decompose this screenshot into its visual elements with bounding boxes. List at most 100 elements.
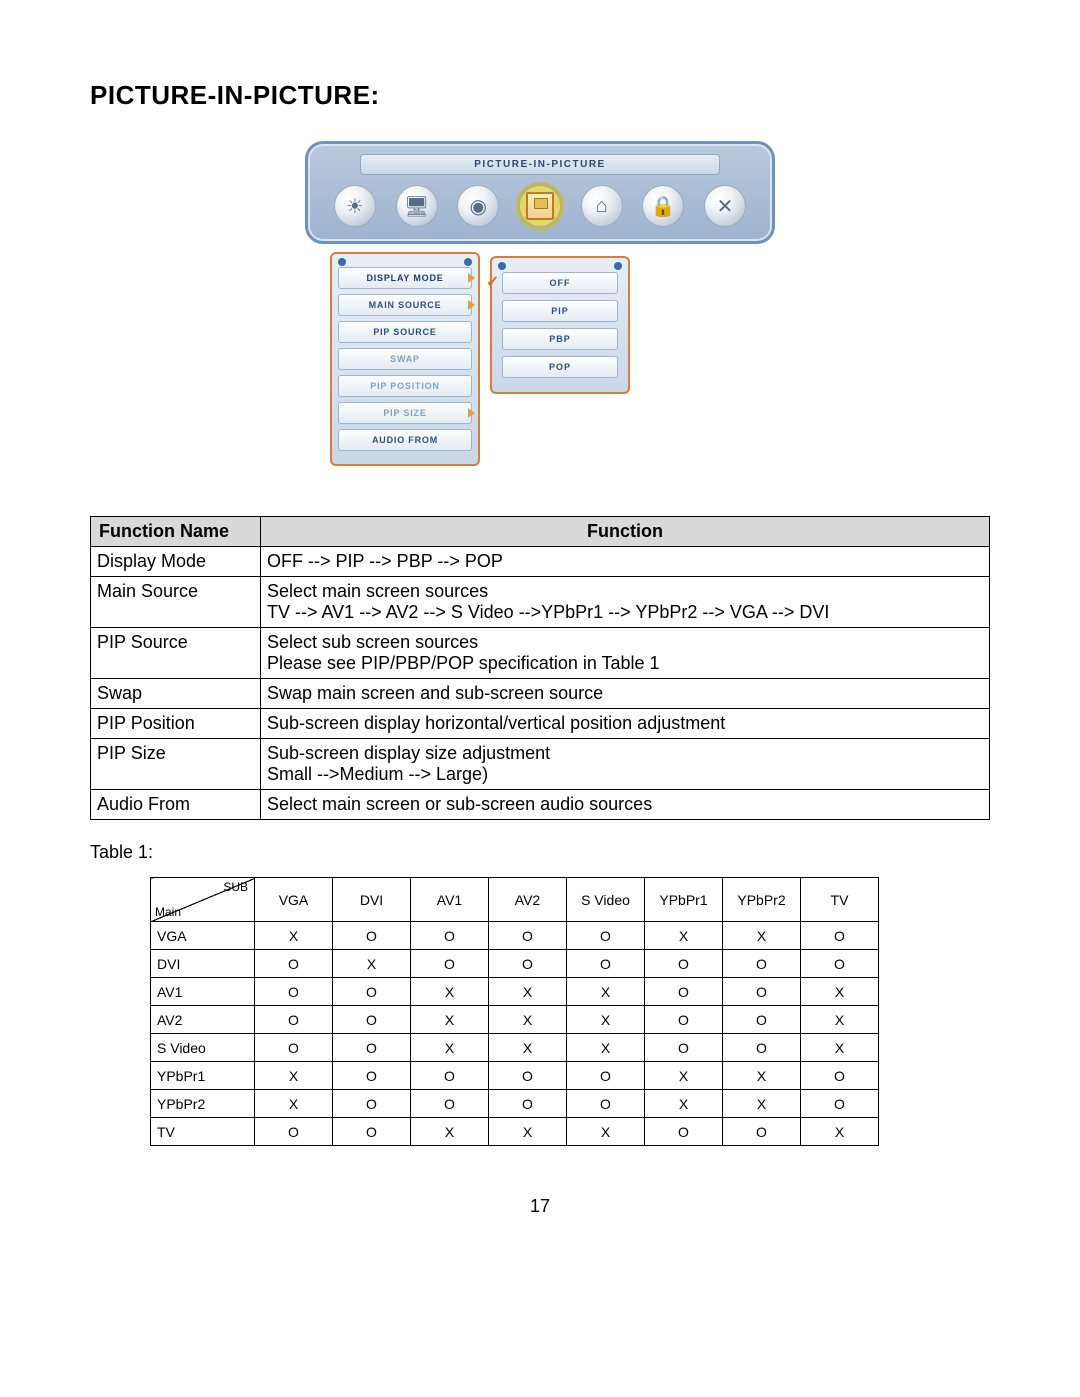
matrix-cell: O [255,1034,333,1062]
matrix-cell: O [411,1062,489,1090]
table-row: PIP SizeSub-screen display size adjustme… [91,739,990,790]
matrix-cell: O [489,950,567,978]
table-row: YPbPr1XOOOOXXO [151,1062,879,1090]
lock-icon[interactable]: 🔒 [642,185,684,227]
matrix-cell: X [801,1006,879,1034]
matrix-cell: O [723,950,801,978]
matrix-cell: X [801,1034,879,1062]
func-desc: Swap main screen and sub-screen source [261,679,990,709]
matrix-cell: O [723,978,801,1006]
matrix-cell: O [333,1034,411,1062]
osd-submenu-item[interactable]: OFF [502,272,618,294]
matrix-cell: O [333,1006,411,1034]
matrix-cell: O [333,922,411,950]
sun-icon[interactable]: ☀ [334,185,376,227]
matrix-cell: O [255,978,333,1006]
func-name: Audio From [91,790,261,820]
matrix-cell: X [567,1034,645,1062]
func-desc: Sub-screen display size adjustmentSmall … [261,739,990,790]
matrix-cell: X [333,950,411,978]
matrix-cell: X [255,1062,333,1090]
matrix-rowhead: AV2 [151,1006,255,1034]
osd-submenu-item[interactable]: PIP [502,300,618,322]
table-row: AV2OOXXXOOX [151,1006,879,1034]
osd-menu-item[interactable]: PIP SOURCE [338,321,472,343]
osd-menu-item[interactable]: AUDIO FROM [338,429,472,451]
osd-menu-item[interactable]: DISPLAY MODE [338,267,472,289]
matrix-cell: O [801,1062,879,1090]
matrix-cell: X [411,1118,489,1146]
matrix-cell: O [801,922,879,950]
matrix-cell: O [723,1006,801,1034]
matrix-cell: X [645,922,723,950]
matrix-col: AV1 [411,878,489,922]
func-header-name: Function Name [91,517,261,547]
matrix-cell: X [723,1090,801,1118]
matrix-cell: O [567,1062,645,1090]
matrix-cell: O [411,950,489,978]
osd-submenu-item[interactable]: POP [502,356,618,378]
matrix-col: YPbPr2 [723,878,801,922]
matrix-cell: O [801,950,879,978]
matrix-cell: O [255,950,333,978]
matrix-cell: O [333,1118,411,1146]
matrix-cell: X [645,1062,723,1090]
osd-top-panel: PICTURE-IN-PICTURE ☀🖥◉⌂🔒✕ [305,141,775,244]
table-row: TVOOXXXOOX [151,1118,879,1146]
table-row: VGAXOOOOXXO [151,922,879,950]
tv-icon[interactable]: ⌂ [581,185,623,227]
table-row: DVIOXOOOOOO [151,950,879,978]
osd-submenu-item[interactable]: PBP [502,328,618,350]
compat-matrix: SUBMainVGADVIAV1AV2S VideoYPbPr1YPbPr2TV… [150,877,879,1146]
func-desc: Sub-screen display horizontal/vertical p… [261,709,990,739]
matrix-cell: X [411,1034,489,1062]
matrix-cell: X [801,1118,879,1146]
matrix-cell: X [489,978,567,1006]
arrow-icon [468,273,475,283]
matrix-rowhead: TV [151,1118,255,1146]
osd-menu-item[interactable]: PIP POSITION [338,375,472,397]
func-header-desc: Function [261,517,990,547]
matrix-cell: X [567,1118,645,1146]
matrix-cell: O [333,1062,411,1090]
func-name: PIP Source [91,628,261,679]
matrix-rowhead: S Video [151,1034,255,1062]
matrix-cell: O [489,922,567,950]
func-desc: Select main screen or sub-screen audio s… [261,790,990,820]
osd-menu-item[interactable]: PIP SIZE [338,402,472,424]
page-number: 17 [90,1196,990,1217]
tools-icon[interactable]: ✕ [704,185,746,227]
matrix-cell: X [645,1090,723,1118]
matrix-col: VGA [255,878,333,922]
matrix-col: TV [801,878,879,922]
matrix-cell: X [411,978,489,1006]
monitor-icon[interactable]: 🖥 [396,185,438,227]
matrix-cell: O [489,1090,567,1118]
matrix-cell: X [489,1006,567,1034]
matrix-cell: O [255,1118,333,1146]
matrix-cell: X [723,1062,801,1090]
matrix-cell: O [489,1062,567,1090]
osd-menu-item[interactable]: MAIN SOURCE [338,294,472,316]
matrix-cell: O [567,950,645,978]
table1-label: Table 1: [90,842,990,863]
matrix-rowhead: AV1 [151,978,255,1006]
arrow-icon [468,300,475,310]
matrix-cell: O [411,922,489,950]
matrix-cell: O [255,1006,333,1034]
matrix-cell: O [567,1090,645,1118]
matrix-cell: X [567,978,645,1006]
matrix-cell: X [255,922,333,950]
matrix-cell: O [567,922,645,950]
matrix-col: AV2 [489,878,567,922]
pip-icon[interactable] [519,185,561,227]
matrix-cell: X [801,978,879,1006]
osd-menu-item[interactable]: SWAP [338,348,472,370]
func-name: Main Source [91,577,261,628]
check-icon: ✓ [486,272,499,292]
matrix-cell: X [489,1118,567,1146]
camera-icon[interactable]: ◉ [457,185,499,227]
table-row: SwapSwap main screen and sub-screen sour… [91,679,990,709]
table-row: Display ModeOFF --> PIP --> PBP --> POP [91,547,990,577]
matrix-cell: X [723,922,801,950]
